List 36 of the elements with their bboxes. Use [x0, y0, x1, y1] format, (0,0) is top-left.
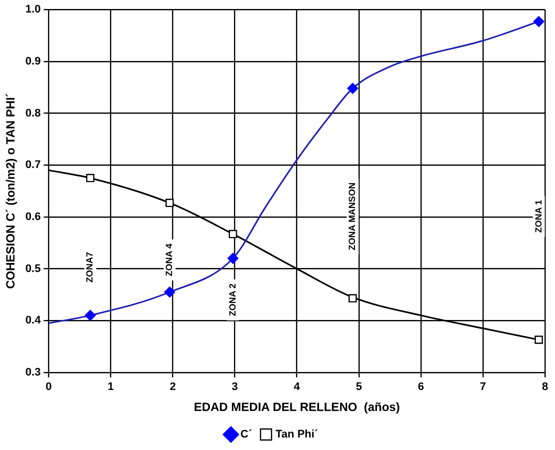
- x-tick-label: 2: [170, 381, 176, 394]
- x-tick-label: 8: [542, 381, 548, 394]
- point: [228, 230, 238, 238]
- point: [84, 310, 96, 321]
- y-tick-label: 1.0: [25, 4, 41, 16]
- x-tick-label: 4: [294, 381, 301, 394]
- point: [227, 252, 238, 264]
- point: [86, 174, 94, 182]
- y-tick-label: 0.9: [25, 55, 41, 68]
- point: [534, 336, 543, 344]
- annotation: ZONA 4: [164, 244, 174, 276]
- x-tick-label: 7: [480, 381, 486, 394]
- annotation: ZONA 2: [227, 284, 238, 316]
- x-tick-label: 0: [46, 381, 52, 394]
- x-tick-label: 1: [108, 381, 114, 394]
- point: [348, 294, 357, 302]
- y-tick-label: 0.7: [25, 159, 41, 172]
- annotation: ZONA 1: [533, 200, 544, 233]
- x-tick-label: 6: [418, 381, 424, 394]
- y-tick-label: 0.4: [25, 314, 42, 327]
- annotation: ZONA MANSON: [347, 182, 358, 250]
- y-axis-title: COHESION C´ (ton/m2) o TAN PHI´: [4, 93, 18, 289]
- point: [347, 82, 358, 94]
- legend-label: C´: [240, 428, 252, 441]
- legend-label: Tan Phi´: [276, 428, 318, 441]
- point: [533, 16, 544, 28]
- y-tick-label: 0.6: [25, 210, 41, 223]
- point: [166, 198, 174, 208]
- y-tick-label: 0.3: [25, 366, 41, 378]
- x-axis-title: EDAD MEDIA DEL RELLENO (años): [194, 400, 400, 414]
- x-tick-label: 5: [356, 381, 362, 394]
- y-tick-label: 0.5: [25, 262, 41, 275]
- point: [164, 286, 176, 298]
- x-tick-label: 3: [232, 381, 238, 394]
- y-tick-label: 0.8: [25, 107, 41, 120]
- annotation: ZONA7: [84, 252, 95, 282]
